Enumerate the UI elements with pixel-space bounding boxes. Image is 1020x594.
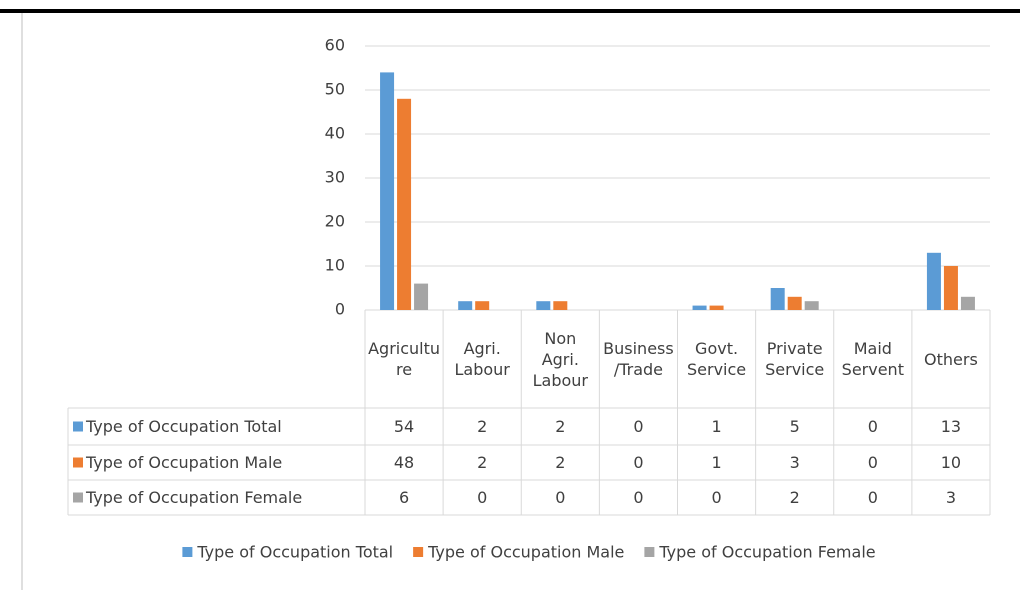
bar [397,98,412,310]
table-value: 54 [394,417,414,436]
table-value: 13 [941,417,961,436]
y-tick-label: 60 [325,36,345,55]
bar [770,288,785,310]
table-legend-key [73,421,83,432]
bar [475,301,490,310]
table-value: 0 [868,453,878,472]
bar [536,301,551,310]
table-value: 6 [399,488,409,507]
table-value: 10 [941,453,961,472]
bar [960,296,975,310]
legend-label: Type of Occupation Total [196,543,393,562]
table-value: 2 [477,453,487,472]
y-tick-label: 10 [325,256,345,275]
y-tick-label: 0 [335,300,345,319]
y-tick-label: 20 [325,212,345,231]
bar [787,296,802,310]
bar [943,266,958,310]
x-tick-label: Govt. Service [686,339,747,379]
table-value: 0 [868,488,878,507]
x-tick-label: Agriculture [368,339,441,379]
legend-label: Type of Occupation Male [427,543,624,562]
legend-label: Type of Occupation Female [658,543,875,562]
bar [380,72,395,311]
table-row-label: Type of Occupation Male [85,453,282,472]
legend-key [182,547,193,557]
y-tick-label: 50 [325,80,345,99]
table-value: 48 [394,453,414,472]
category-cell: Agriculture [368,339,441,379]
top-border [0,9,1020,13]
x-tick-label: Business/Trade [603,339,674,379]
bar [553,301,568,310]
bar [692,305,707,310]
table-value: 2 [477,417,487,436]
table-value: 0 [633,453,643,472]
table-value: 5 [790,417,800,436]
table-value: 0 [477,488,487,507]
x-tick-label: Private Service [765,339,825,379]
x-tick-label: Non Agri. Labour [532,328,588,390]
x-tick-label: Others [924,349,978,369]
y-tick-label: 30 [325,168,345,187]
table-value: 0 [711,488,721,507]
category-cell: Business/Trade [603,339,674,379]
bar [804,301,819,310]
x-tick-label: Maid Servent [841,339,904,379]
table-legend-key [73,457,83,468]
table-value: 1 [711,453,721,472]
category-cell: Agri. Labour [454,339,510,379]
table-value: 0 [555,488,565,507]
category-cell: Maid Servent [841,339,904,379]
x-tick-label: Agri. Labour [454,339,510,379]
category-cell: Govt. Service [686,339,747,379]
table-value: 2 [555,417,565,436]
table-value: 1 [711,417,721,436]
category-cell: Non Agri. Labour [532,328,588,390]
table-value: 0 [633,417,643,436]
table-legend-key [73,492,83,503]
legend-key [413,547,424,557]
category-cell: Private Service [765,339,825,379]
y-tick-label: 40 [325,124,345,143]
bar [414,283,429,310]
table-row-label: Type of Occupation Total [85,417,282,436]
table-value: 2 [555,453,565,472]
table-value: 0 [868,417,878,436]
table-row-label: Type of Occupation Female [85,488,302,507]
table-value: 3 [946,488,956,507]
bar [709,305,724,310]
table-value: 3 [790,453,800,472]
table-value: 2 [790,488,800,507]
bar [458,301,473,310]
legend-key [644,547,655,557]
bar [926,252,941,310]
table-value: 0 [633,488,643,507]
category-cell: Others [924,349,978,369]
